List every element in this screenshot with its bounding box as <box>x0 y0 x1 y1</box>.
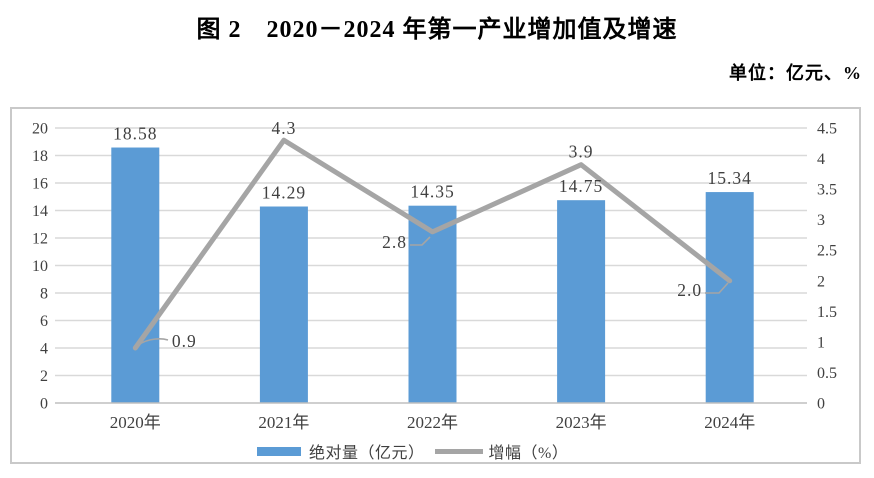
x-axis-label: 2020年 <box>110 413 161 432</box>
y-axis-tick-label-right: 0 <box>817 396 825 413</box>
legend-bar-label: 绝对量（亿元） <box>309 445 425 462</box>
bar <box>557 200 606 403</box>
y-axis-tick-label-right: 2 <box>817 273 825 290</box>
bar-value-label: 14.29 <box>262 183 306 203</box>
bar <box>111 147 160 403</box>
line-value-label: 0.9 <box>172 331 197 351</box>
y-axis-tick-label-left: 4 <box>40 341 48 358</box>
line-value-label: 3.9 <box>569 142 594 162</box>
y-axis-tick-label-left: 8 <box>40 286 48 303</box>
growth-line <box>132 137 733 351</box>
legend-line-label: 增幅（%） <box>488 445 569 462</box>
y-axis-tick-label-left: 6 <box>40 313 48 330</box>
label-leader-line <box>410 236 431 246</box>
bar <box>705 192 754 403</box>
y-axis-tick-label-right: 0.5 <box>817 365 837 382</box>
y-axis-tick-label-left: 12 <box>32 231 48 248</box>
legend-bar-swatch <box>257 446 301 456</box>
y-axis-tick-label-right: 4 <box>817 151 825 168</box>
y-axis-tick-label-left: 20 <box>32 121 48 138</box>
legend: 绝对量（亿元） 增幅（%） <box>257 441 569 462</box>
combo-chart-svg: 0 2 4 6 8 10 12 14 16 18 20 0 0.5 1 1.5 2 2.5 3 3.5 4 4.5 18.… <box>32 118 837 432</box>
y-axis-tick-label-right: 1 <box>817 334 825 351</box>
x-axis-label: 2024年 <box>704 413 755 432</box>
y-axis-tick-label-right: 4.5 <box>817 121 837 138</box>
y-axis-tick-label-left: 14 <box>32 203 48 220</box>
y-axis-tick-label-right: 2.5 <box>817 243 837 260</box>
y-axis-tick-label-right: 3 <box>817 212 825 229</box>
y-axis-tick-label-left: 18 <box>32 148 48 165</box>
bar-value-label: 18.58 <box>113 124 157 144</box>
bar <box>408 205 457 403</box>
line-value-label: 4.3 <box>271 118 296 138</box>
chart-title: 图 2 2020－2024 年第一产业增加值及增速 <box>196 17 678 43</box>
label-leader-line <box>137 338 169 346</box>
x-axis-label: 2023年 <box>556 413 607 432</box>
bar-value-label: 14.75 <box>559 176 603 196</box>
y-axis-tick-label-left: 2 <box>40 368 48 385</box>
x-axis-label: 2021年 <box>258 413 309 432</box>
legend-line-swatch <box>434 448 483 454</box>
y-axis-tick-label-left: 10 <box>32 258 48 275</box>
label-leader-line <box>705 282 729 294</box>
x-axis-label: 2022年 <box>407 413 458 432</box>
unit-label: 单位：亿元、% <box>729 63 862 83</box>
bar <box>259 206 308 403</box>
bar-value-label: 15.34 <box>708 168 752 188</box>
line-value-label: 2.0 <box>677 280 702 300</box>
y-axis-tick-label-left: 0 <box>40 396 48 413</box>
chart-frame: 0 2 4 6 8 10 12 14 16 18 20 0 0.5 1 1.5 2 2.5 3 3.5 4 4.5 18.… <box>10 107 861 464</box>
bar-value-label: 14.35 <box>410 182 454 202</box>
line-value-label: 2.8 <box>382 232 407 252</box>
y-axis-tick-label-left: 16 <box>32 176 48 193</box>
y-axis-tick-label-right: 1.5 <box>817 304 837 321</box>
y-axis-tick-label-right: 3.5 <box>817 182 837 199</box>
